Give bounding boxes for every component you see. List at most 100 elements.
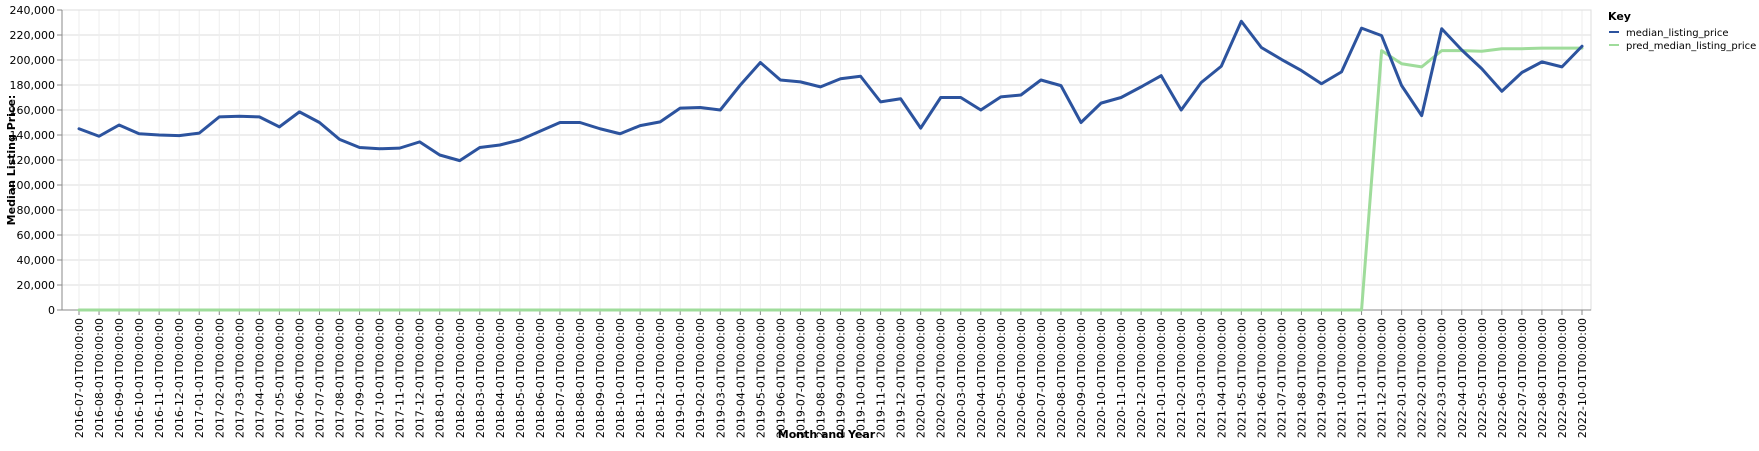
y-tick-label: 20,000 <box>17 279 56 292</box>
series-line-median_listing_price <box>77 19 1584 163</box>
x-tick-label: 2017-07-01T00:00:00 <box>313 318 326 438</box>
x-tick-label: 2018-04-01T00:00:00 <box>494 318 507 438</box>
x-tick-label: 2020-06-01T00:00:00 <box>1015 318 1028 438</box>
x-tick-label: 2021-07-01T00:00:00 <box>1275 318 1288 438</box>
x-tick-label: 2020-03-01T00:00:00 <box>955 318 968 438</box>
x-tick-label: 2018-05-01T00:00:00 <box>514 318 527 438</box>
y-tick-label: 120,000 <box>10 154 56 167</box>
axes: 0 20,000 40,000 60,000 80,000 100,000 120,000 1… <box>10 4 1591 438</box>
x-tick-label: 2017-06-01T00:00:00 <box>293 318 306 438</box>
legend-label: median_listing_price <box>1626 28 1729 39</box>
x-tick-label: 2020-01-01T00:00:00 <box>915 318 928 438</box>
x-tick-label: 2021-01-01T00:00:00 <box>1155 318 1168 438</box>
x-tick-label: 2022-02-01T00:00:00 <box>1416 318 1429 438</box>
x-tick-label: 2021-12-01T00:00:00 <box>1376 318 1389 438</box>
x-tick-label: 2018-09-01T00:00:00 <box>594 318 607 438</box>
x-tick-label: 2022-07-01T00:00:00 <box>1516 318 1529 438</box>
x-tick-label: 2017-02-01T00:00:00 <box>213 318 226 438</box>
x-tick-label: 2019-04-01T00:00:00 <box>734 318 747 438</box>
x-tick-label: 2018-07-01T00:00:00 <box>554 318 567 438</box>
x-tick-label: 2019-06-01T00:00:00 <box>774 318 787 438</box>
x-tick-label: 2017-10-01T00:00:00 <box>374 318 387 438</box>
x-tick-label: 2021-11-01T00:00:00 <box>1356 318 1369 438</box>
x-tick-label: 2020-02-01T00:00:00 <box>935 318 948 438</box>
x-tick-label: 2022-05-01T00:00:00 <box>1476 318 1489 438</box>
y-axis-title: Median Listing Price: <box>5 95 18 226</box>
x-tick-label: 2018-03-01T00:00:00 <box>474 318 487 438</box>
x-tick-label: 2022-04-01T00:00:00 <box>1456 318 1469 438</box>
y-tick-label: 200,000 <box>10 54 56 67</box>
x-tick-label: 2018-10-01T00:00:00 <box>614 318 627 438</box>
x-tick-label: 2018-12-01T00:00:00 <box>654 318 667 438</box>
x-tick-label: 2017-09-01T00:00:00 <box>354 318 367 438</box>
x-tick-label: 2019-10-01T00:00:00 <box>855 318 868 438</box>
y-tick-label: 60,000 <box>17 229 56 242</box>
y-tick-label: 0 <box>48 304 55 317</box>
x-tick-label: 2020-08-01T00:00:00 <box>1055 318 1068 438</box>
x-tick-label: 2021-03-01T00:00:00 <box>1195 318 1208 438</box>
x-tick-label: 2017-03-01T00:00:00 <box>233 318 246 438</box>
x-tick-label: 2018-06-01T00:00:00 <box>534 318 547 438</box>
x-tick-label: 2022-03-01T00:00:00 <box>1436 318 1449 438</box>
series-line-pred_median_listing_price <box>77 46 1584 312</box>
x-tick-label: 2020-04-01T00:00:00 <box>975 318 988 438</box>
x-tick-label: 2022-06-01T00:00:00 <box>1496 318 1509 438</box>
x-tick-label: 2018-11-01T00:00:00 <box>634 318 647 438</box>
x-tick-label: 2019-11-01T00:00:00 <box>875 318 888 438</box>
x-tick-label: 2022-01-01T00:00:00 <box>1396 318 1409 438</box>
y-tick-label: 180,000 <box>10 79 56 92</box>
y-tick-label: 220,000 <box>10 29 56 42</box>
x-tick-label: 2020-11-01T00:00:00 <box>1115 318 1128 438</box>
x-tick-label: 2019-03-01T00:00:00 <box>714 318 727 438</box>
x-tick-label: 2021-09-01T00:00:00 <box>1315 318 1328 438</box>
x-tick-label: 2016-11-01T00:00:00 <box>153 318 166 438</box>
x-axis-title: Month and Year <box>778 428 876 441</box>
x-tick-label: 2019-09-01T00:00:00 <box>835 318 848 438</box>
y-tick-label: 240,000 <box>10 4 56 17</box>
x-tick-label: 2019-01-01T00:00:00 <box>674 318 687 438</box>
x-tick-label: 2020-12-01T00:00:00 <box>1135 318 1148 438</box>
x-tick-label: 2021-05-01T00:00:00 <box>1235 318 1248 438</box>
x-tick-label: 2019-02-01T00:00:00 <box>694 318 707 438</box>
x-tick-label: 2017-05-01T00:00:00 <box>273 318 286 438</box>
y-tick-label: 40,000 <box>17 254 56 267</box>
x-tick-label: 2019-05-01T00:00:00 <box>754 318 767 438</box>
x-tick-label: 2017-08-01T00:00:00 <box>334 318 347 438</box>
x-tick-label: 2021-02-01T00:00:00 <box>1175 318 1188 438</box>
x-tick-label: 2016-10-01T00:00:00 <box>133 318 146 438</box>
x-tick-label: 2020-09-01T00:00:00 <box>1075 318 1088 438</box>
x-tick-label: 2020-05-01T00:00:00 <box>995 318 1008 438</box>
x-tick-label: 2020-10-01T00:00:00 <box>1095 318 1108 438</box>
x-tick-label: 2016-07-01T00:00:00 <box>73 318 86 438</box>
legend: Key median_listing_price pred_median_list… <box>1608 10 1756 52</box>
series-lines <box>77 19 1584 312</box>
y-tick-label: 80,000 <box>17 204 56 217</box>
x-tick-label: 2017-04-01T00:00:00 <box>253 318 266 438</box>
x-tick-label: 2022-08-01T00:00:00 <box>1536 318 1549 438</box>
x-tick-label: 2017-01-01T00:00:00 <box>193 318 206 438</box>
x-tick-label: 2016-09-01T00:00:00 <box>113 318 126 438</box>
x-tick-label: 2022-10-01T00:00:00 <box>1576 318 1589 438</box>
x-tick-label: 2017-11-01T00:00:00 <box>394 318 407 438</box>
x-tick-label: 2021-06-01T00:00:00 <box>1255 318 1268 438</box>
x-tick-label: 2021-08-01T00:00:00 <box>1295 318 1308 438</box>
y-tick-label: 100,000 <box>10 179 56 192</box>
y-tick-label: 160,000 <box>10 104 56 117</box>
x-tick-label: 2016-12-01T00:00:00 <box>173 318 186 438</box>
legend-title: Key <box>1608 10 1631 23</box>
gridlines <box>61 9 1592 311</box>
y-tick-label: 140,000 <box>10 129 56 142</box>
legend-label: pred_median_listing_price <box>1626 41 1756 52</box>
x-tick-label: 2016-08-01T00:00:00 <box>93 318 106 438</box>
x-tick-label: 2020-07-01T00:00:00 <box>1035 318 1048 438</box>
x-tick-label: 2021-10-01T00:00:00 <box>1336 318 1349 438</box>
x-tick-label: 2021-04-01T00:00:00 <box>1215 318 1228 438</box>
x-tick-label: 2019-08-01T00:00:00 <box>814 318 827 438</box>
x-tick-label: 2022-09-01T00:00:00 <box>1556 318 1569 438</box>
x-tick-label: 2017-12-01T00:00:00 <box>414 318 427 438</box>
x-tick-label: 2018-02-01T00:00:00 <box>454 318 467 438</box>
x-tick-label: 2018-08-01T00:00:00 <box>574 318 587 438</box>
x-tick-label: 2018-01-01T00:00:00 <box>434 318 447 438</box>
